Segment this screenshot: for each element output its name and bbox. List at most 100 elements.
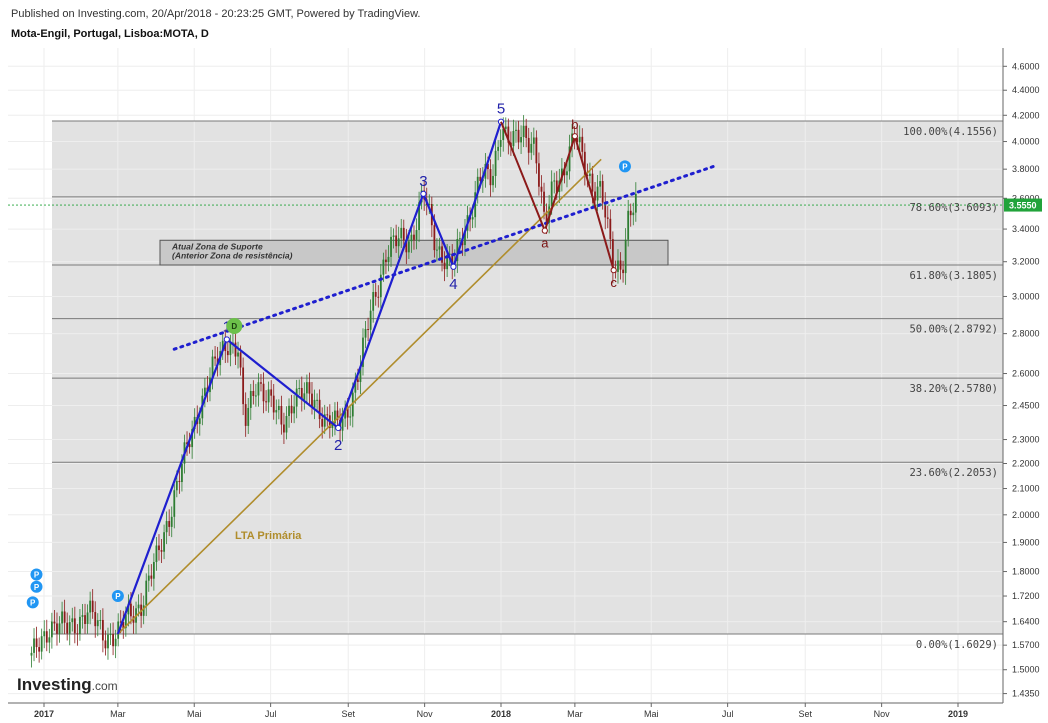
candle-body <box>86 612 89 624</box>
candle-body <box>170 516 173 527</box>
candle-body <box>145 580 148 606</box>
investing-logo: Investing.com <box>17 675 118 694</box>
candle-body <box>181 463 183 483</box>
candle-body <box>604 202 607 218</box>
event-marker <box>111 590 124 603</box>
candle-body <box>101 619 104 641</box>
candle-body <box>89 600 92 613</box>
last-price-tag <box>1004 198 1042 212</box>
candle-body <box>543 191 545 212</box>
candle-body <box>163 532 165 552</box>
candle-body <box>594 191 596 201</box>
wave-label-c: c <box>610 275 617 290</box>
candle-body <box>234 342 237 357</box>
candle-body <box>331 423 334 428</box>
candle-body <box>545 211 548 223</box>
candle-body <box>535 137 538 164</box>
marker-glyph: D <box>231 322 237 331</box>
candle-body <box>627 210 630 240</box>
candle-body <box>362 337 364 367</box>
candle-body <box>104 640 107 649</box>
candle-body <box>193 416 196 430</box>
candle-body <box>589 173 591 176</box>
candle-body <box>515 129 517 131</box>
x-tick-label: Mar <box>110 709 126 719</box>
candle-body <box>272 395 275 413</box>
candle-body <box>634 193 637 213</box>
candle-body <box>385 259 387 263</box>
candle-body <box>446 254 449 270</box>
x-tick-label: Set <box>341 709 355 719</box>
candle-body <box>611 239 614 272</box>
candle-body <box>91 600 94 613</box>
fib-level-label: 50.00%(2.8792) <box>909 324 998 336</box>
candle-body <box>586 175 589 177</box>
y-tick-label: 3.6000 <box>1012 193 1040 203</box>
candle-body <box>56 623 58 634</box>
y-tick-label: 2.2000 <box>1012 458 1040 468</box>
candle-body <box>497 146 500 151</box>
candle-body <box>229 342 232 356</box>
wave-vertex <box>223 336 230 343</box>
wave-label-a: a <box>541 236 549 251</box>
fib-level-label: 61.80%(3.1805) <box>909 270 998 282</box>
candle-body <box>305 382 308 394</box>
marker-glyph: P <box>34 571 40 580</box>
candle-body <box>581 136 584 152</box>
candle-body <box>114 638 117 647</box>
candle-body <box>137 604 140 609</box>
candle-body <box>410 234 413 242</box>
corrective-wave-path <box>500 121 615 271</box>
candle-body <box>150 575 153 579</box>
candle-body <box>550 181 553 207</box>
candle-body <box>203 387 206 396</box>
candle-body <box>372 291 375 311</box>
candle-body <box>79 616 81 635</box>
candle-body <box>130 603 132 617</box>
candle-body <box>198 418 201 424</box>
candle-body <box>38 647 41 652</box>
candle-body <box>326 414 329 416</box>
candle-body <box>374 291 377 297</box>
x-tick-label: Nov <box>417 709 434 719</box>
candle-body <box>50 621 53 638</box>
impulse-wave-path <box>116 121 503 635</box>
candle-body <box>308 382 311 394</box>
wave-vertex <box>610 267 617 274</box>
candle-body <box>367 329 369 331</box>
candle-body <box>392 235 395 237</box>
candle-body <box>520 137 522 143</box>
candle-body <box>578 136 581 143</box>
candle-body <box>288 405 290 416</box>
candle-body <box>53 621 56 624</box>
y-tick-label: 2.6000 <box>1012 369 1040 379</box>
candle-body <box>571 133 573 147</box>
candle-body <box>474 192 477 218</box>
candle-body <box>191 429 194 448</box>
candle-body <box>443 262 446 270</box>
candle-body <box>334 410 336 424</box>
candle-body <box>45 631 48 643</box>
x-tick-label: Mai <box>644 709 659 719</box>
dotted-trendline <box>172 164 716 351</box>
y-tick-label: 1.7200 <box>1012 591 1040 601</box>
y-tick-label: 2.8000 <box>1012 329 1040 339</box>
candle-body <box>81 615 84 617</box>
y-tick-label: 4.2000 <box>1012 110 1040 120</box>
fib-level-label: 100.00%(4.1556) <box>903 126 998 138</box>
candle-body <box>415 230 418 240</box>
candle-body <box>71 618 74 623</box>
candle-body <box>270 389 273 396</box>
candle-body <box>211 356 214 378</box>
support-zone-sublabel: (Anterior Zona de resistência) <box>172 250 293 260</box>
candle-body <box>285 415 288 433</box>
candle-body <box>359 366 362 383</box>
candle-body <box>30 652 33 656</box>
event-marker <box>26 596 39 609</box>
candle-body <box>471 217 474 220</box>
candle-body <box>382 259 385 275</box>
candle-body <box>48 637 51 643</box>
wave-label-4: 4 <box>449 276 457 293</box>
candle-body <box>173 490 176 517</box>
